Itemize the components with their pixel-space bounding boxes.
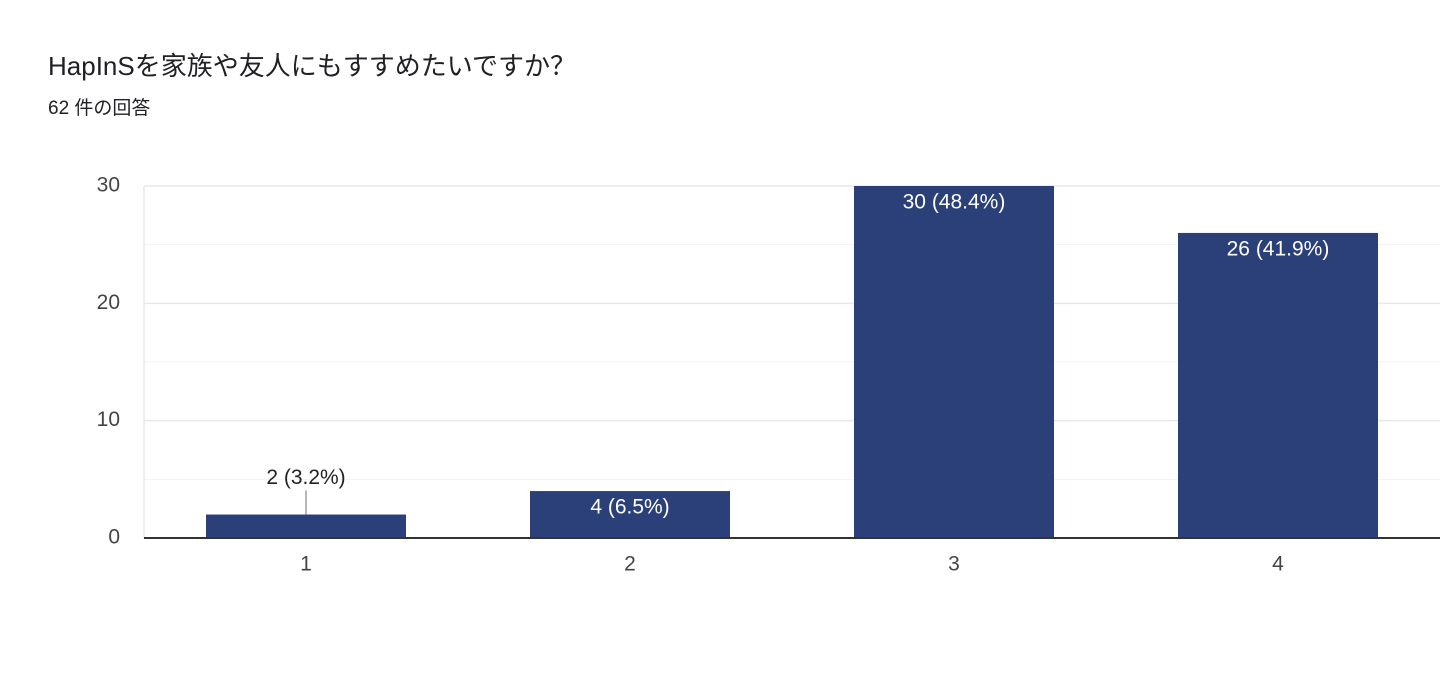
x-tick-label: 4 [1272, 553, 1284, 576]
x-tick-label: 3 [948, 553, 960, 576]
bar [530, 491, 730, 538]
chart-title: HapInSを家族や友人にもすすめたいですか？ [48, 51, 576, 81]
x-tick-label: 1 [300, 553, 312, 576]
x-tick-label: 2 [624, 553, 636, 576]
data-label: 2 (3.2%) [266, 466, 345, 489]
bar [1178, 232, 1378, 538]
y-tick-label: 30 [97, 174, 120, 197]
y-tick-label: 0 [108, 526, 120, 549]
data-label: 26 (41.9%) [1227, 237, 1330, 260]
chart-subtitle: 62 件の回答 [48, 97, 150, 119]
data-label: 30 (48.4%) [903, 191, 1006, 214]
y-tick-label: 20 [97, 291, 120, 314]
bar [206, 514, 406, 538]
y-tick-label: 10 [97, 408, 120, 431]
data-label: 4 (6.5%) [590, 496, 669, 519]
bar [854, 186, 1054, 538]
